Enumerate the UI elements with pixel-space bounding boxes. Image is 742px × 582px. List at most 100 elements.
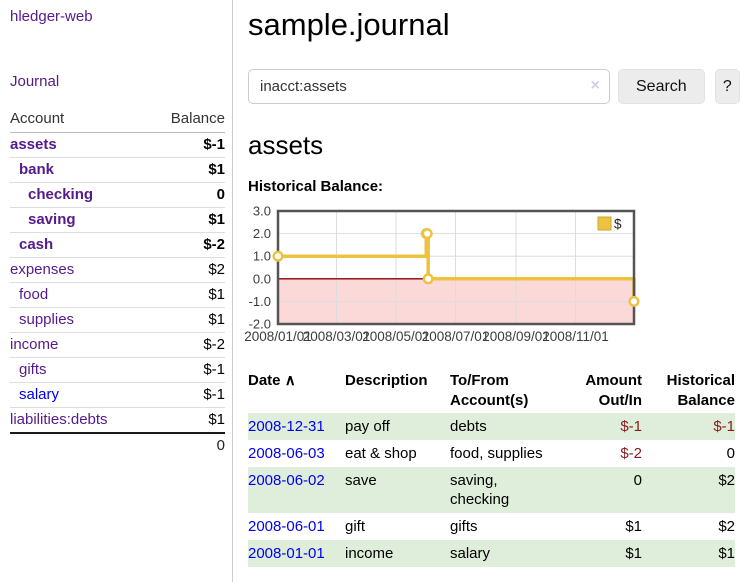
account-heading: assets	[248, 130, 324, 160]
date-column-header[interactable]: Date ∧	[248, 372, 296, 389]
search-row: × Search ?	[248, 69, 740, 104]
description-column-header: Description	[345, 372, 428, 389]
transaction-date-link[interactable]: 2008-06-02	[248, 472, 325, 489]
balance-column-header: Balance	[148, 106, 225, 133]
transaction-description: pay off	[345, 413, 450, 440]
transaction-accounts: gifts	[450, 518, 478, 535]
transaction-amount: $1	[625, 518, 642, 535]
sidebar: hledger-web Journal Account Balance asse…	[0, 0, 233, 582]
account-link-gifts[interactable]: gifts	[19, 361, 47, 378]
y-axis-tick-label: 0.0	[253, 271, 271, 286]
account-balance-table: Account Balance assets $-1 bank $1 checking 0…	[10, 106, 225, 458]
search-field-wrap: ×	[248, 69, 610, 104]
x-axis-tick-label: 2008/03/01	[303, 329, 371, 344]
account-balance: $-1	[148, 132, 225, 158]
register-header-row: Date ∧ Description To/From Account(s) Am…	[248, 369, 735, 413]
transaction-description: gift	[345, 518, 366, 535]
transaction-accounts: saving, checking	[450, 467, 557, 513]
account-balance: $2	[148, 257, 225, 283]
data-point-marker	[421, 228, 433, 240]
account-row: bank $1	[10, 157, 225, 183]
account-link-cash[interactable]: cash	[19, 236, 54, 253]
register-row: 2008-06-03 eat & shop food, supplies $-2 0	[248, 440, 735, 467]
brand-link[interactable]: hledger-web	[10, 8, 93, 25]
data-point-marker	[272, 250, 284, 262]
account-balance: $-2	[148, 332, 225, 358]
legend-label: $	[614, 217, 622, 232]
y-axis-tick-label: -1.0	[249, 294, 271, 309]
page-title: sample.journal	[248, 7, 450, 42]
account-link-expenses[interactable]: expenses	[10, 261, 75, 278]
transaction-balance: $2	[718, 518, 735, 535]
x-axis-tick-label: 2008/09/01	[482, 329, 550, 344]
account-row: gifts $-1	[10, 357, 225, 383]
account-table-body: assets $-1 bank $1 checking 0 saving $1 cash $-2 e…	[10, 132, 225, 434]
transaction-date-link[interactable]: 2008-12-31	[248, 418, 325, 435]
main-content: sample.journal × Search ? assets Histori…	[244, 0, 740, 567]
search-input[interactable]	[248, 69, 610, 104]
transaction-amount: $-1	[557, 413, 642, 440]
account-balance: $1	[148, 407, 225, 434]
account-link-food[interactable]: food	[19, 286, 49, 303]
register-row: 2008-06-02 save saving, checking 0 $2	[248, 467, 735, 513]
transaction-description: save	[345, 467, 450, 513]
account-row: supplies $1	[10, 307, 225, 333]
x-axis-tick-label: 2008/07/01	[422, 329, 490, 344]
clear-search-icon[interactable]: ×	[590, 77, 600, 94]
account-row: saving $1	[10, 207, 225, 233]
y-axis-tick-label: 3.0	[253, 204, 271, 219]
help-button[interactable]: ?	[714, 69, 740, 104]
account-link-assets[interactable]: assets	[10, 136, 57, 153]
account-row: assets $-1	[10, 132, 225, 158]
transaction-date-link[interactable]: 2008-06-03	[248, 445, 325, 462]
transaction-amount: $1	[557, 540, 642, 567]
account-total-row: 0	[10, 432, 225, 458]
register-row: 2008-01-01 income salary $1 $1	[248, 540, 735, 567]
account-row: salary $-1	[10, 382, 225, 408]
account-link-supplies[interactable]: supplies	[19, 311, 75, 328]
account-link-saving[interactable]: saving	[28, 211, 76, 228]
transaction-date-link[interactable]: 2008-01-01	[248, 545, 325, 562]
transaction-accounts: salary	[450, 540, 557, 567]
account-row: expenses $2	[10, 257, 225, 283]
sort-asc-icon: ∧	[284, 372, 296, 389]
legend-swatch	[597, 216, 612, 231]
account-balance: $-1	[148, 382, 225, 408]
transaction-amount: $-2	[620, 445, 642, 462]
search-button[interactable]: Search	[618, 69, 705, 104]
account-balance: $-1	[148, 357, 225, 383]
y-axis-tick-label: 2.0	[253, 226, 271, 241]
account-balance: $1	[148, 207, 225, 233]
account-link-salary[interactable]: salary	[19, 386, 60, 403]
transaction-balance: $1	[642, 540, 735, 567]
sidebar-item-journal[interactable]: Journal	[10, 73, 60, 90]
account-link-checking[interactable]: checking	[28, 186, 94, 203]
account-link-bank[interactable]: bank	[19, 161, 55, 178]
register-table: Date ∧ Description To/From Account(s) Am…	[248, 369, 735, 567]
account-row: liabilities:debts $1	[10, 407, 225, 434]
chart-title: Historical Balance:	[248, 178, 384, 195]
register-row: 2008-12-31 pay off debts $-1 $-1	[248, 413, 735, 440]
data-point-marker	[628, 295, 640, 307]
transaction-balance: $-1	[642, 413, 735, 440]
amount-column-header: Amount Out/In	[585, 372, 642, 409]
account-link-liabilities-debts[interactable]: liabilities:debts	[10, 411, 108, 428]
account-total-balance: 0	[148, 432, 225, 458]
account-balance: $1	[148, 307, 225, 333]
account-balance: $1	[148, 282, 225, 308]
transaction-amount: 0	[557, 467, 642, 513]
account-row: cash $-2	[10, 232, 225, 258]
transaction-description: income	[345, 540, 450, 567]
x-axis-tick-label: 2008/01/01	[244, 329, 312, 344]
register-row: 2008-06-01 gift gifts $1 $2	[248, 513, 735, 540]
account-row: food $1	[10, 282, 225, 308]
accounts-column-header: To/From Account(s)	[450, 372, 529, 409]
account-link-income[interactable]: income	[10, 336, 59, 353]
historical-balance-chart: 3.0 2.0 1.0 0.0 -1.0 -2.0 2008/01/01 2008/03/01…	[244, 204, 740, 349]
account-balance: $-2	[148, 232, 225, 258]
transaction-date-link[interactable]: 2008-06-01	[248, 518, 325, 535]
transaction-accounts: food, supplies	[450, 445, 543, 462]
account-column-header: Account	[10, 106, 149, 133]
account-row: checking 0	[10, 182, 225, 208]
transaction-balance: 0	[726, 445, 735, 462]
